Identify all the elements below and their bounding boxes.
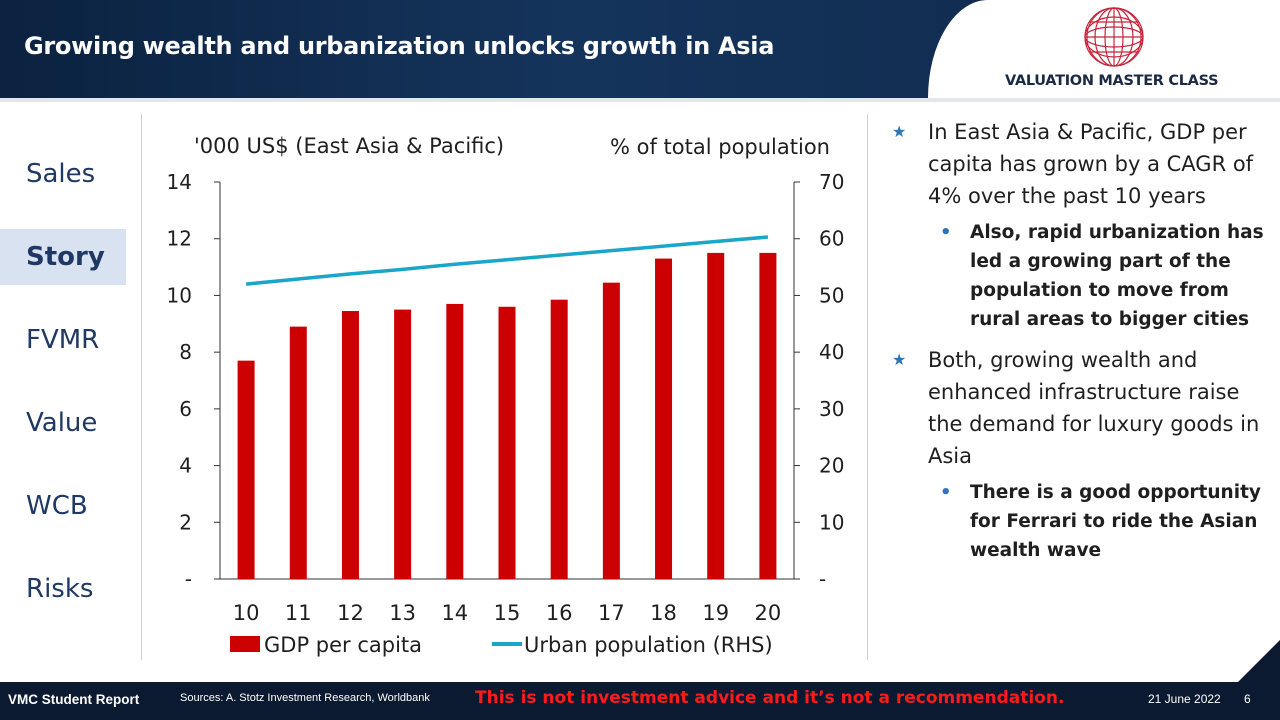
bar-gdp-per-capita xyxy=(759,252,777,579)
x-tick-label: 18 xyxy=(650,601,677,625)
y-left-tick-label: 2 xyxy=(179,510,192,534)
star-icon: ★ xyxy=(892,122,907,141)
bullet-item: ★ In East Asia & Pacific, GDP per capita… xyxy=(892,116,1272,212)
x-tick-label: 11 xyxy=(285,601,312,625)
page-title: Growing wealth and urbanization unlocks … xyxy=(24,32,775,60)
x-tick-label: 12 xyxy=(337,601,364,625)
logo-text: VALUATION MASTER CLASS xyxy=(1005,73,1219,89)
bullet-text: Both, growing wealth and enhanced infras… xyxy=(928,348,1260,468)
y-left-tick-label: - xyxy=(185,567,192,591)
sidebar-item-risks[interactable]: Risks xyxy=(26,574,94,604)
y-right-tick-label: 20 xyxy=(819,454,844,478)
bar-gdp-per-capita xyxy=(341,311,359,579)
line-urban-population xyxy=(245,235,769,286)
y-left-tick-label: 14 xyxy=(167,170,192,194)
sidebar-item-value[interactable]: Value xyxy=(26,408,98,438)
legend-swatch-gdp xyxy=(230,636,260,652)
x-tick-label: 10 xyxy=(233,601,260,625)
legend-label-urban: Urban population (RHS) xyxy=(524,633,773,657)
header-divider xyxy=(0,98,1280,102)
y-left-axis-label: '000 US$ (East Asia & Pacific) xyxy=(194,134,504,158)
sidebar-divider xyxy=(141,114,142,660)
sidebar-item-sales[interactable]: Sales xyxy=(26,159,96,189)
footer-disclaimer: This is not investment advice and it’s n… xyxy=(475,688,1065,708)
bar-gdp-per-capita xyxy=(498,306,516,579)
combo-chart: '000 US$ (East Asia & Pacific) % of tota… xyxy=(167,134,845,657)
y-right-tick-label: 10 xyxy=(819,510,844,534)
sub-bullet-text: Also, rapid urbanization has led a growi… xyxy=(970,222,1264,330)
sub-bullet-item: • Also, rapid urbanization has led a gro… xyxy=(892,218,1272,334)
bullet-list: ★ In East Asia & Pacific, GDP per capita… xyxy=(892,116,1272,575)
footer-accent xyxy=(1238,640,1280,682)
y-left-tick-label: 4 xyxy=(179,454,192,478)
sidebar-item-wcb[interactable]: WCB xyxy=(26,491,88,521)
sub-bullet-item: • There is a good opportunity for Ferrar… xyxy=(892,478,1272,565)
y-right-axis-label: % of total population xyxy=(610,135,830,159)
x-tick-label: 13 xyxy=(389,601,416,625)
bar-gdp-per-capita xyxy=(394,309,412,579)
y-right-tick-label: 60 xyxy=(819,227,844,251)
bar-gdp-per-capita xyxy=(446,303,464,579)
chart-container: '000 US$ (East Asia & Pacific) % of tota… xyxy=(142,110,862,670)
x-tick-label: 17 xyxy=(598,601,625,625)
bar-gdp-per-capita xyxy=(655,258,673,579)
page-number: 6 xyxy=(1244,692,1251,706)
dot-icon: • xyxy=(940,222,952,243)
bullet-item: ★ Both, growing wealth and enhanced infr… xyxy=(892,344,1272,472)
y-left-tick-label: 12 xyxy=(167,227,192,251)
footer-date: 21 June 2022 xyxy=(1148,692,1221,706)
globe-icon xyxy=(1084,7,1144,67)
star-icon: ★ xyxy=(892,350,907,369)
legend: GDP per capita Urban population (RHS) xyxy=(230,633,773,657)
sidebar-item-story[interactable]: Story xyxy=(0,229,126,285)
y-right-tick-label: 40 xyxy=(819,340,844,364)
x-tick-label: 20 xyxy=(755,601,782,625)
y-right-tick-label: 50 xyxy=(819,283,844,307)
footer-bar: VMC Student Report Sources: A. Stotz Inv… xyxy=(0,682,1280,720)
y-right-tick-label: 30 xyxy=(819,397,844,421)
bar-gdp-per-capita xyxy=(602,282,620,579)
y-left-tick-label: 6 xyxy=(179,397,192,421)
bar-gdp-per-capita xyxy=(707,252,725,579)
bar-gdp-per-capita xyxy=(289,326,307,579)
x-tick-label: 15 xyxy=(494,601,521,625)
x-tick-label: 14 xyxy=(441,601,468,625)
bullet-text: In East Asia & Pacific, GDP per capita h… xyxy=(928,120,1254,208)
header-banner: Growing wealth and urbanization unlocks … xyxy=(0,0,1280,98)
x-tick-label: 19 xyxy=(702,601,729,625)
footer-label: VMC Student Report xyxy=(8,692,140,707)
content-divider xyxy=(867,114,868,660)
y-left-tick-label: 8 xyxy=(179,340,192,364)
y-right-tick-label: - xyxy=(819,567,826,591)
footer-sources: Sources: A. Stotz Investment Research, W… xyxy=(180,692,430,704)
bar-gdp-per-capita xyxy=(237,360,255,579)
bar-gdp-per-capita xyxy=(550,299,568,579)
sub-bullet-text: There is a good opportunity for Ferrari … xyxy=(970,482,1261,561)
dot-icon: • xyxy=(940,482,952,503)
y-left-tick-label: 10 xyxy=(167,283,192,307)
y-right-tick-label: 70 xyxy=(819,170,844,194)
x-tick-label: 16 xyxy=(546,601,573,625)
logo-panel xyxy=(928,0,1280,98)
legend-label-gdp: GDP per capita xyxy=(264,633,422,657)
sidebar-item-fvmr[interactable]: FVMR xyxy=(26,325,100,355)
